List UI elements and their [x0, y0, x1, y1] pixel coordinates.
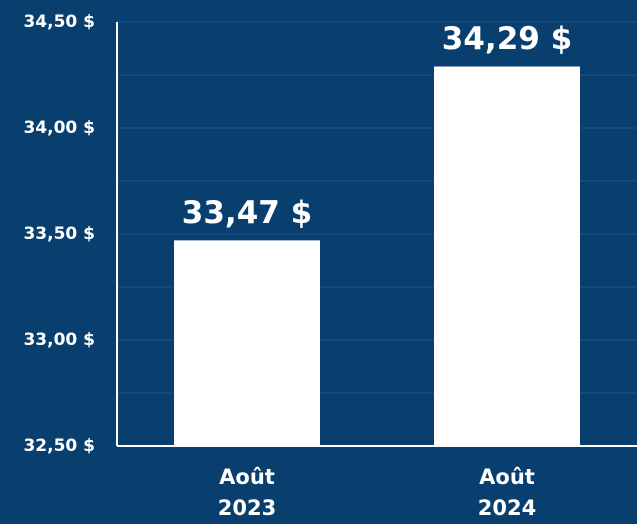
- bar: [174, 240, 320, 446]
- y-tick-label: 34,00 $: [23, 118, 95, 138]
- value-label: 34,29 $: [442, 21, 572, 57]
- value-label: 33,47 $: [182, 195, 312, 231]
- y-tick-label: 32,50 $: [23, 436, 95, 456]
- y-tick-label: 34,50 $: [23, 12, 95, 32]
- x-tick-label: Août 2024: [477, 465, 537, 520]
- bar: [434, 66, 580, 447]
- x-tick-label: Août 2023: [217, 465, 277, 520]
- y-tick-label: 33,00 $: [23, 330, 95, 350]
- y-tick-label: 33,50 $: [23, 224, 95, 244]
